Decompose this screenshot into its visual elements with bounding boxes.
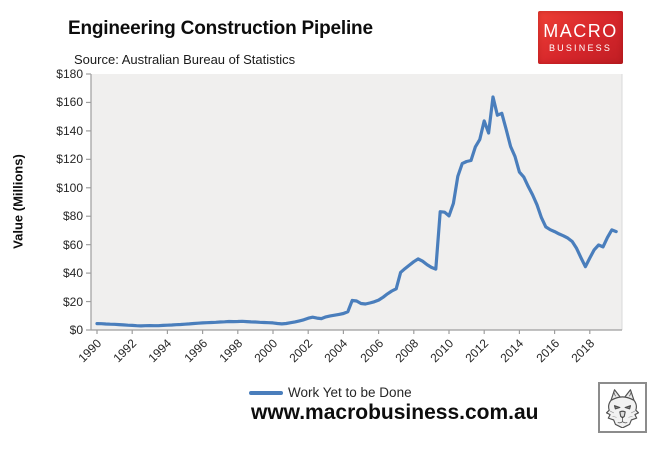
macrobusiness-logo: MACRO BUSINESS	[538, 11, 623, 64]
y-tick-label: $60	[62, 237, 83, 252]
y-tick-label: $160	[56, 95, 83, 110]
source-caption: Source: Australian Bureau of Statistics	[74, 52, 296, 67]
legend-line-swatch	[249, 390, 283, 395]
y-tick-label: $20	[62, 294, 83, 309]
y-tick-label: $80	[62, 209, 83, 224]
page-title: Engineering Construction Pipeline	[68, 18, 373, 39]
series-line-work-yet-to-be-done	[95, 95, 618, 328]
website-url: www.macrobusiness.com.au	[251, 401, 539, 424]
y-tick-label: $180	[56, 67, 83, 81]
y-tick-label: $40	[62, 266, 83, 281]
wolf-head-icon	[605, 389, 640, 428]
logo-text-macro: MACRO	[543, 21, 618, 41]
y-tick-label: $0	[69, 323, 83, 337]
y-tick-label: $100	[56, 180, 83, 195]
plot-background	[91, 74, 622, 330]
logo-text-business: BUSINESS	[548, 43, 613, 53]
legend: Work Yet to be Done	[249, 385, 412, 400]
wolf-logo-box	[598, 382, 647, 433]
legend-label: Work Yet to be Done	[288, 385, 412, 400]
y-tick-label: $120	[56, 152, 83, 167]
y-tick-label: $140	[56, 123, 83, 138]
